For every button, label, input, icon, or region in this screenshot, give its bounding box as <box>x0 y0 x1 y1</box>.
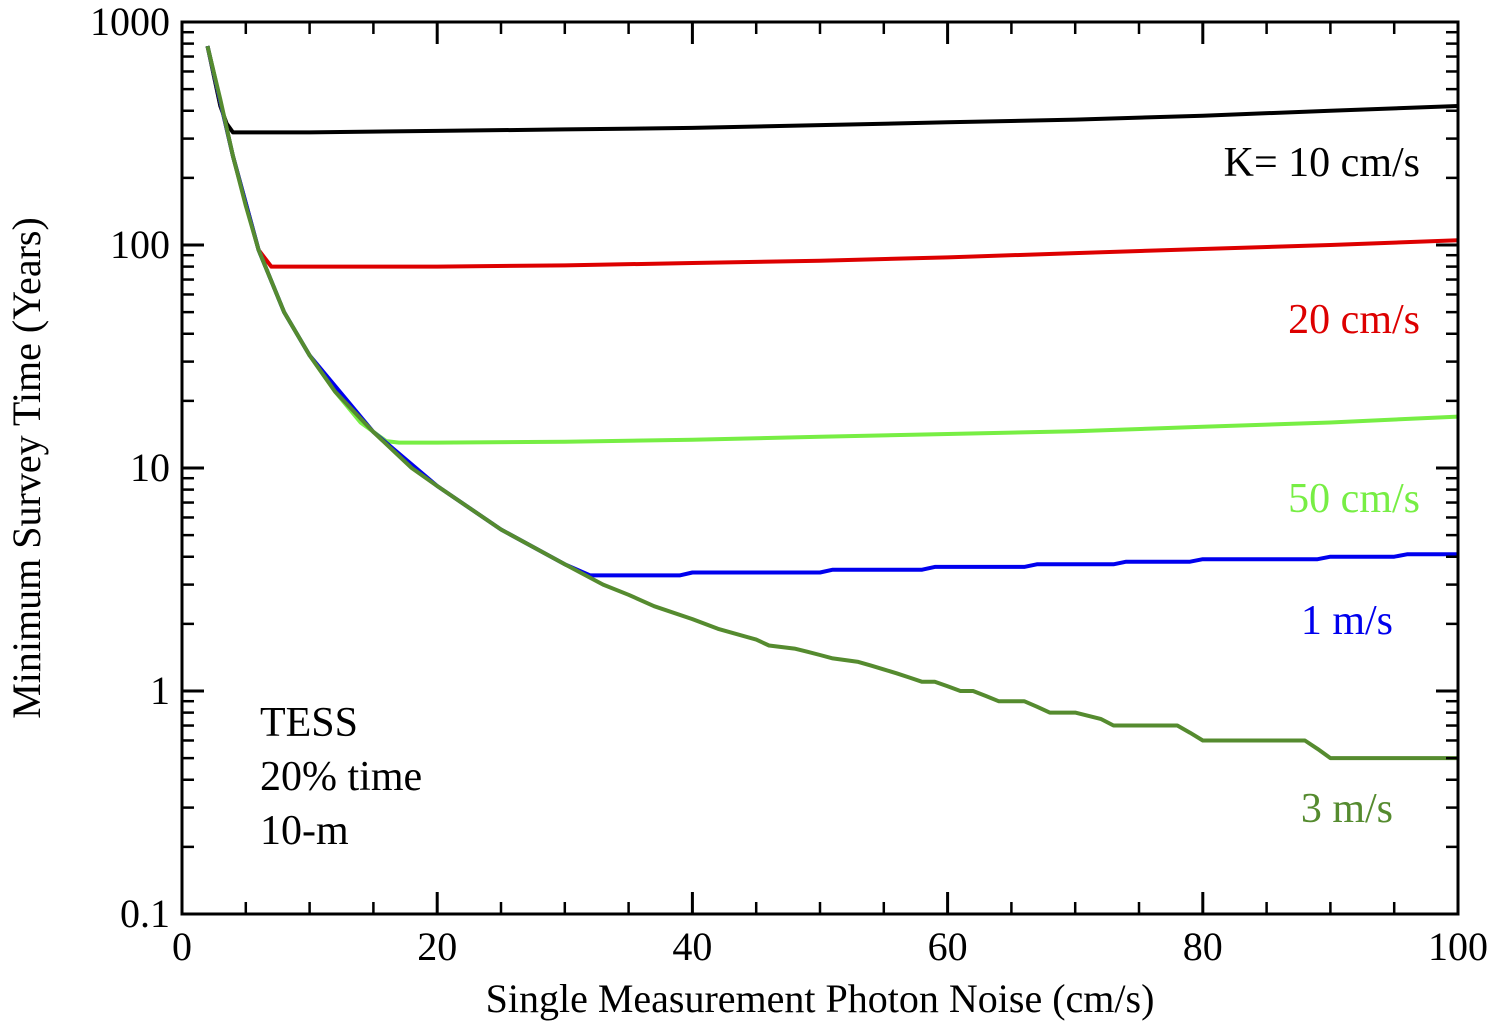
x-tick-label: 60 <box>928 924 968 969</box>
series-label-10cms: K= 10 cm/s <box>1224 140 1420 186</box>
y-tick-label: 1 <box>150 668 170 713</box>
x-tick-label: 40 <box>672 924 712 969</box>
annotation-aperture: 10-m <box>260 808 349 854</box>
series-label-50cms: 50 cm/s <box>1288 476 1420 522</box>
y-tick-label: 0.1 <box>120 891 170 936</box>
x-axis-title: Single Measurement Photon Noise (cm/s) <box>486 976 1155 1021</box>
x-tick-label: 20 <box>417 924 457 969</box>
series-line-4 <box>205 45 1458 761</box>
series-label-3ms: 3 m/s <box>1301 786 1393 832</box>
x-tick-label: 80 <box>1183 924 1223 969</box>
y-tick-label: 10 <box>130 445 170 490</box>
y-axis-title: Minimum Survey Time (Years) <box>4 217 49 719</box>
series-label-20cms: 20 cm/s <box>1288 297 1420 343</box>
series-label-1ms: 1 m/s <box>1301 598 1393 644</box>
series-line-3 <box>205 45 1458 578</box>
x-axis-ticks: 0 20 40 60 80 100 <box>172 22 1488 969</box>
annotation-tess: TESS <box>260 700 358 746</box>
y-tick-label: 1000 <box>90 0 170 44</box>
y-tick-label: 100 <box>110 222 170 267</box>
y-axis-ticks: 0.1 1 10 100 1000 <box>90 0 1458 936</box>
x-tick-label: 100 <box>1428 924 1488 969</box>
annotation-time: 20% time <box>260 754 422 800</box>
series-line-2 <box>205 45 1459 445</box>
series-line-0 <box>205 45 1459 135</box>
x-tick-label: 0 <box>172 924 192 969</box>
series-lines <box>205 45 1459 761</box>
